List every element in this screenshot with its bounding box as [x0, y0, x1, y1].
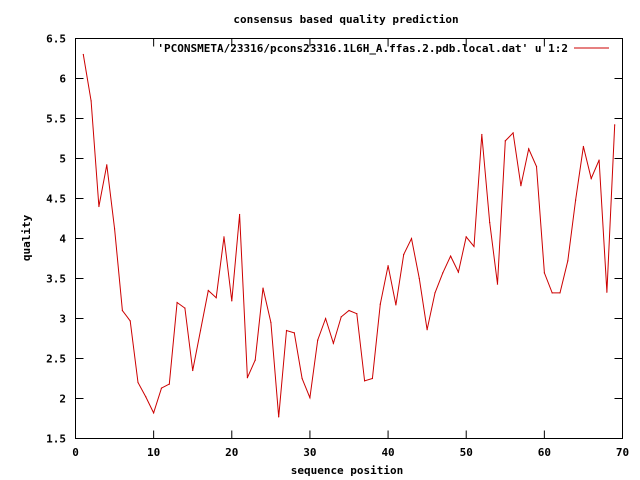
data-point: [395, 304, 397, 306]
data-point: [387, 265, 389, 267]
data-point: [520, 185, 522, 187]
x-axis-label: sequence position: [291, 464, 404, 477]
data-point: [543, 272, 545, 274]
data-point: [246, 377, 249, 379]
plot-frame: [75, 38, 623, 439]
data-point: [192, 369, 194, 372]
plot-series: [82, 53, 616, 418]
data-point: [606, 291, 608, 293]
data-point: [293, 332, 295, 334]
x-tick-label: 50: [460, 446, 473, 459]
data-point: [239, 213, 241, 216]
data-point: [489, 221, 491, 224]
y-tick-label: 2: [59, 393, 66, 406]
data-point: [82, 53, 84, 56]
data-point: [348, 309, 350, 312]
data-point: [278, 416, 280, 418]
data-point: [207, 289, 209, 292]
data-point: [457, 271, 459, 273]
y-tick-label: 2.5: [46, 353, 66, 366]
data-point: [137, 381, 139, 384]
data-point: [254, 359, 256, 361]
data-point: [371, 377, 374, 380]
data-point: [465, 236, 467, 238]
data-point: [168, 383, 170, 385]
axis-ticks: 1.5 2 2.5 3 3.5 4 4.5 5 5.5 6 6.5 0 10 20 30 40 50 60 70: [46, 33, 629, 460]
y-tick-label: 6.5: [46, 33, 66, 46]
data-point: [184, 307, 186, 309]
data-point: [575, 199, 577, 201]
data-point: [223, 236, 225, 238]
x-tick-label: 40: [381, 446, 394, 459]
data-point: [496, 283, 499, 285]
data-point: [231, 300, 233, 302]
x-tick-label: 30: [303, 446, 316, 459]
data-point: [434, 292, 436, 294]
data-point: [403, 253, 405, 256]
y-tick-label: 3.5: [46, 273, 66, 286]
legend-label: 'PCONSMETA/23316/pcons23316.1L6H_A.ffas.…: [157, 42, 568, 55]
x-tick-label: 20: [225, 446, 238, 459]
data-point: [270, 321, 272, 324]
data-point: [426, 329, 428, 331]
data-point: [129, 320, 131, 322]
y-tick-label: 1.5: [46, 433, 66, 446]
data-point: [418, 277, 420, 280]
data-point: [98, 205, 100, 208]
data-point: [590, 177, 592, 180]
data-point: [324, 317, 327, 320]
data-point: [113, 228, 116, 230]
data-point: [481, 133, 483, 136]
data-point: [567, 260, 569, 262]
legend: 'PCONSMETA/23316/pcons23316.1L6H_A.ffas.…: [157, 42, 609, 55]
data-point: [582, 145, 585, 148]
data-point: [262, 287, 264, 289]
data-point: [598, 159, 600, 161]
data-point: [512, 132, 514, 134]
data-point: [551, 292, 553, 294]
y-tick-label: 6: [59, 73, 66, 86]
data-point: [145, 396, 147, 398]
data-point: [176, 301, 178, 304]
x-tick-label: 60: [538, 446, 551, 459]
data-point: [614, 124, 616, 126]
y-tick-label: 3: [59, 313, 66, 326]
data-point: [121, 309, 123, 312]
data-point: [106, 164, 108, 166]
data-point: [309, 397, 311, 399]
y-axis-label: quality: [20, 214, 33, 261]
data-point: [410, 237, 413, 240]
data-point: [473, 245, 475, 248]
data-point: [340, 316, 342, 318]
data-point: [364, 380, 366, 382]
data-point: [504, 140, 506, 142]
data-point: [199, 329, 202, 332]
x-tick-label: 70: [616, 446, 629, 459]
data-point: [317, 339, 319, 341]
y-tick-label: 5: [59, 153, 66, 166]
data-point: [90, 100, 92, 102]
data-point: [356, 313, 358, 315]
x-tick-label: 10: [147, 446, 160, 459]
chart-title: consensus based quality prediction: [233, 13, 458, 26]
data-point: [215, 297, 217, 299]
y-tick-label: 4: [59, 233, 66, 246]
data-point: [285, 329, 288, 332]
data-point: [559, 292, 561, 294]
x-tick-label: 0: [72, 446, 79, 459]
series-line: [82, 54, 616, 417]
data-point: [535, 165, 538, 168]
data-point: [160, 387, 163, 389]
data-point: [379, 303, 381, 305]
data-point: [449, 255, 452, 257]
y-tick-label: 4.5: [46, 193, 66, 206]
data-point: [301, 377, 303, 380]
data-point: [153, 412, 155, 414]
data-point: [442, 272, 444, 274]
data-point: [528, 148, 530, 150]
data-point: [332, 342, 334, 344]
y-tick-label: 5.5: [46, 113, 66, 126]
